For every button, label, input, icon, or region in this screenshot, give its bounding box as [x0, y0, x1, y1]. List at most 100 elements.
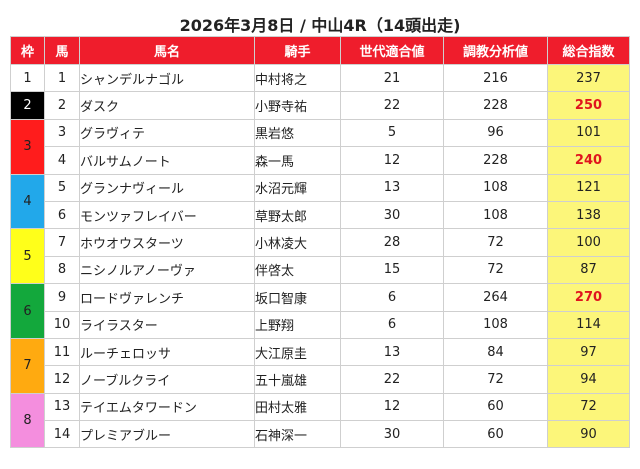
total-index-cell: 237 — [547, 63, 630, 93]
jockey-cell: 田村太雅 — [254, 392, 341, 422]
horse-name-cell: シャンデルナゴル — [79, 63, 255, 93]
table-row: 6 モンツァフレイバー 草野太郎 30 108 138 — [11, 200, 630, 230]
total-index-cell: 87 — [547, 255, 630, 285]
sedai-cell: 30 — [340, 420, 444, 449]
sedai-cell: 12 — [340, 392, 444, 422]
horse-number-cell: 14 — [44, 420, 80, 449]
table-row: 3 3 グラヴィテ 黒岩悠 5 96 101 — [10, 118, 630, 175]
jockey-cell: 小林凌大 — [254, 228, 341, 257]
table-row: 10 ライラスター 上野翔 6 108 114 — [11, 310, 630, 339]
table-row: 6 9 ロードヴァレンチ 坂口智康 6 264 270 — [10, 283, 630, 339]
waku-cell: 7 — [10, 337, 45, 394]
horse-name-cell: ノーブルクライ — [79, 365, 255, 394]
total-index-cell: 90 — [547, 420, 630, 449]
chokyo-cell: 72 — [443, 365, 548, 394]
horse-name-cell: ニシノルアノーヴァ — [79, 255, 255, 285]
jockey-cell: 黒岩悠 — [254, 118, 341, 148]
total-index-cell: 240 — [547, 146, 630, 175]
chokyo-cell: 228 — [443, 91, 548, 120]
waku-cell: 6 — [10, 283, 45, 339]
horse-name-cell: ルーチェロッサ — [79, 337, 255, 367]
chokyo-cell: 72 — [443, 228, 548, 257]
horse-number-cell: 3 — [44, 118, 80, 148]
horse-name-cell: ホウオウスターツ — [79, 228, 255, 257]
horse-name-cell: ライラスター — [79, 310, 255, 339]
total-index-cell: 100 — [547, 228, 630, 257]
horse-number-cell: 5 — [44, 173, 80, 202]
chokyo-cell: 108 — [443, 173, 548, 202]
chokyo-cell: 228 — [443, 146, 548, 175]
horse-number-cell: 10 — [44, 310, 80, 339]
chokyo-cell: 72 — [443, 255, 548, 285]
horse-name-cell: プレミアブルー — [79, 420, 255, 449]
horse-name-cell: ダスク — [79, 91, 255, 120]
total-index-cell: 270 — [547, 283, 630, 312]
waku-cell: 5 — [10, 228, 45, 285]
race-title: 2026年3月8日 / 中山4R（14頭出走) — [179, 16, 461, 35]
chokyo-cell: 60 — [443, 392, 548, 422]
horse-name-cell: ロードヴァレンチ — [79, 283, 255, 312]
horse-name-cell: グランナヴィール — [79, 173, 255, 202]
horse-number-cell: 12 — [44, 365, 80, 394]
sedai-cell: 13 — [340, 337, 444, 367]
chokyo-cell: 60 — [443, 420, 548, 449]
race-table: 枠 馬 馬名 騎手 世代適合値 調教分析値 総合指数 1 1 シャンデルナゴル 中村将… — [10, 36, 630, 449]
sedai-cell: 5 — [340, 118, 444, 148]
total-index-cell: 101 — [547, 118, 630, 148]
total-index-cell: 114 — [547, 310, 630, 339]
chokyo-cell: 264 — [443, 283, 548, 312]
waku-cell: 1 — [10, 63, 45, 93]
total-index-cell: 138 — [547, 200, 630, 230]
table-row: 8 ニシノルアノーヴァ 伴啓太 15 72 87 — [11, 255, 630, 285]
horse-number-cell: 1 — [44, 63, 80, 93]
header-row: 枠 馬 馬名 騎手 世代適合値 調教分析値 総合指数 — [10, 36, 630, 65]
waku-cell: 4 — [10, 173, 45, 230]
sedai-cell: 6 — [340, 283, 444, 312]
total-index-cell: 94 — [547, 365, 630, 394]
sedai-cell: 15 — [340, 255, 444, 285]
jockey-cell: 五十嵐雄 — [254, 365, 341, 394]
header-total-index: 総合指数 — [547, 36, 630, 65]
header-chokyo: 調教分析値 — [443, 36, 548, 65]
sedai-cell: 13 — [340, 173, 444, 202]
sedai-cell: 30 — [340, 200, 444, 230]
jockey-cell: 草野太郎 — [254, 200, 341, 230]
header-sedai: 世代適合値 — [340, 36, 444, 65]
table-row: 12 ノーブルクライ 五十嵐雄 22 72 94 — [11, 365, 630, 394]
table-row: 7 11 ルーチェロッサ 大江原圭 13 84 97 — [10, 337, 630, 394]
sedai-cell: 22 — [340, 91, 444, 120]
table-row: 1 1 シャンデルナゴル 中村将之 21 216 237 — [10, 63, 630, 93]
sedai-cell: 12 — [340, 146, 444, 175]
jockey-cell: 中村将之 — [254, 63, 341, 93]
chokyo-cell: 108 — [443, 310, 548, 339]
total-index-cell: 121 — [547, 173, 630, 202]
table-row: 5 7 ホウオウスターツ 小林凌大 28 72 100 — [10, 228, 630, 285]
table-row: 4 5 グランナヴィール 水沼元輝 13 108 121 — [10, 173, 630, 230]
sedai-cell: 28 — [340, 228, 444, 257]
waku-cell: 3 — [10, 118, 45, 175]
sedai-cell: 22 — [340, 365, 444, 394]
horse-name-cell: バルサムノート — [79, 146, 255, 175]
table-row: 4 バルサムノート 森一馬 12 228 240 — [11, 146, 630, 175]
waku-cell: 8 — [10, 392, 45, 449]
total-index-cell: 250 — [547, 91, 630, 120]
sedai-cell: 6 — [340, 310, 444, 339]
header-waku: 枠 — [10, 36, 45, 65]
chokyo-cell: 216 — [443, 63, 548, 93]
waku-cell: 2 — [10, 91, 45, 120]
table-body: 1 1 シャンデルナゴル 中村将之 21 216 237 2 2 ダスク 小野寺祐 22 228 250 3… — [10, 63, 630, 449]
jockey-cell: 伴啓太 — [254, 255, 341, 285]
header-horse-name: 馬名 — [79, 36, 255, 65]
header-horse-number: 馬 — [44, 36, 80, 65]
horse-number-cell: 9 — [44, 283, 80, 312]
jockey-cell: 上野翔 — [254, 310, 341, 339]
horse-number-cell: 4 — [44, 146, 80, 175]
jockey-cell: 大江原圭 — [254, 337, 341, 367]
horse-number-cell: 6 — [44, 200, 80, 230]
jockey-cell: 石神深一 — [254, 420, 341, 449]
jockey-cell: 小野寺祐 — [254, 91, 341, 120]
jockey-cell: 森一馬 — [254, 146, 341, 175]
table-row: 2 2 ダスク 小野寺祐 22 228 250 — [10, 91, 630, 120]
chokyo-cell: 84 — [443, 337, 548, 367]
total-index-cell: 72 — [547, 392, 630, 422]
